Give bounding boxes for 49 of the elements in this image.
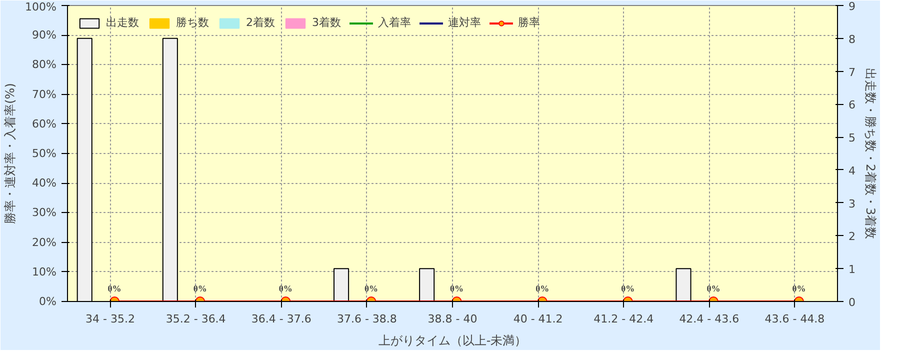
legend-label: 出走数	[106, 15, 139, 30]
y-axis-title: 勝率・連対率・入着率(%)	[3, 83, 18, 224]
y2-tick-label: 8	[848, 32, 856, 46]
x-tick-label: 36.4 - 37.6	[251, 312, 312, 326]
data-label: 0%	[108, 284, 122, 294]
y2-tick-label: 4	[848, 164, 856, 178]
x-tick-label: 41.2 - 42.4	[594, 312, 654, 326]
y-tick-label: 40%	[32, 176, 57, 190]
y-tick-label: 0%	[39, 295, 56, 308]
x-tick-label: 34 - 35.2	[86, 312, 136, 326]
y2-tick-label: 1	[848, 263, 856, 276]
y2-tick-label: 9	[848, 0, 856, 13]
data-label: 0%	[706, 284, 720, 294]
data-label: 0%	[278, 284, 292, 294]
legend-label: 勝ち数	[176, 15, 209, 30]
x-tick-label: 42.4 - 43.6	[679, 312, 740, 326]
x-tick-label: 35.2 - 36.4	[166, 312, 226, 326]
y-tick-label: 100%	[25, 0, 57, 14]
legend-label: 2着数	[246, 15, 275, 30]
y2-tick-label: 5	[848, 132, 856, 145]
y2-tick-label: 2	[848, 230, 856, 244]
x-axis-title: 上がりタイム（以上-未満）	[378, 334, 527, 348]
legend-label: 連対率	[448, 15, 481, 30]
data-label: 0%	[792, 284, 806, 294]
legend-label: 3着数	[312, 15, 341, 30]
data-label: 0%	[193, 284, 207, 294]
legend-label: 勝率	[518, 15, 540, 30]
y-tick-label: 10%	[32, 265, 57, 278]
y-tick-label: 90%	[32, 28, 57, 42]
y-tick-label: 30%	[32, 206, 57, 220]
y-tick-label: 20%	[32, 236, 57, 249]
y-tick-label: 60%	[32, 117, 57, 130]
data-label: 0%	[536, 284, 550, 294]
y-tick-label: 80%	[32, 58, 57, 72]
y2-tick-label: 6	[848, 98, 856, 112]
data-label: 0%	[364, 284, 378, 294]
y-tick-label: 70%	[32, 88, 57, 101]
x-tick-label: 37.6 - 38.8	[336, 312, 397, 326]
y2-tick-label: 3	[848, 197, 856, 210]
y2-tick-label: 0	[848, 296, 856, 309]
legend-label: 入着率	[378, 15, 411, 30]
data-label: 0%	[621, 284, 635, 294]
x-tick-label: 43.6 - 44.8	[764, 312, 825, 326]
y2-tick-label: 7	[848, 66, 856, 79]
data-label: 0%	[450, 284, 464, 294]
x-tick-label: 40 - 41.2	[513, 312, 563, 326]
y2-axis-title: 出走数・勝ち数・2着数・3着数	[864, 68, 878, 240]
y-tick-label: 50%	[32, 147, 57, 160]
x-tick-label: 38.8 - 40	[428, 312, 478, 326]
